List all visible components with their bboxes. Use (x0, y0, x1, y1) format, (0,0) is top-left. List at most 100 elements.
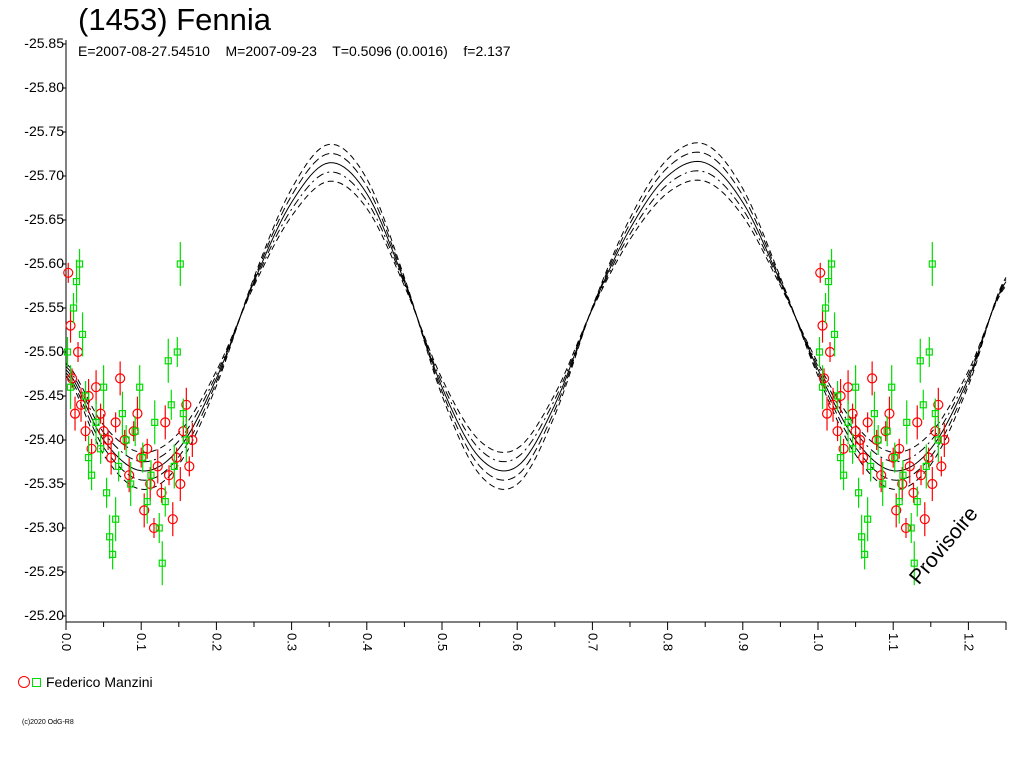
data-point-square (96, 445, 105, 453)
data-point-square (815, 348, 824, 356)
data-point-circle (83, 390, 94, 402)
data-point-circle (103, 434, 114, 446)
data-point-circle (124, 470, 135, 481)
data-point-circle (65, 320, 76, 331)
data-point-circle (156, 487, 167, 498)
data-point-square (931, 410, 939, 418)
data-point-square (848, 445, 857, 453)
data-point-square (66, 383, 75, 391)
data-point-square (103, 489, 111, 497)
data-point-square (922, 462, 930, 470)
data-point-circle (923, 452, 934, 463)
copyright-notice: (c)2020 OdG-R8 (22, 719, 74, 726)
model-curve-upper-2 (65, 142, 1007, 490)
data-point-square (821, 304, 830, 312)
data-point-square (143, 498, 151, 506)
data-point-square (81, 392, 90, 400)
data-point-circle (818, 373, 830, 384)
data-point-square (934, 436, 942, 444)
x-tick-label: 0.6 (510, 633, 525, 651)
data-point-square (861, 550, 869, 559)
data-point-square (844, 418, 852, 426)
data-point-circle (139, 505, 150, 516)
data-point-square (92, 418, 100, 426)
data-point-circle (815, 267, 826, 278)
data-point-circle (184, 461, 195, 472)
data-point-circle (152, 461, 163, 472)
data-point-square (827, 260, 836, 268)
model-curve-lower-2 (65, 179, 1007, 453)
data-point-square (879, 480, 887, 488)
data-point-square (118, 410, 127, 418)
data-point-circle (832, 426, 843, 437)
y-tick-label: -25.35 (24, 475, 64, 491)
data-point-square (63, 348, 72, 356)
data-point-square (925, 348, 933, 356)
data-point-square (127, 480, 135, 488)
x-tick-label: 0.2 (209, 633, 224, 651)
legend-circle-marker (18, 676, 30, 688)
x-tick-label: 0.3 (285, 633, 300, 651)
y-tick-label: -25.75 (24, 123, 64, 139)
data-point-square (910, 559, 918, 567)
data-point-circle (858, 452, 869, 463)
y-tick-label: -25.50 (24, 343, 64, 359)
data-point-circle (187, 434, 198, 446)
x-tick-label: 0.9 (736, 633, 751, 651)
data-point-square (874, 436, 882, 444)
data-point-square (833, 392, 842, 400)
data-point-square (72, 278, 81, 286)
data-point-square (84, 454, 93, 462)
data-point-square (870, 410, 879, 418)
data-point-circle (145, 478, 156, 490)
data-point-circle (63, 267, 74, 278)
model-curves (65, 142, 1007, 490)
data-point-square (855, 489, 863, 497)
data-point-circle (904, 461, 915, 472)
model-curve-fit (65, 160, 1007, 472)
data-point-circle (821, 408, 833, 419)
x-tick-label: 1.0 (811, 633, 826, 651)
data-point-circle (927, 478, 938, 490)
data-point-square (836, 454, 845, 462)
data-point-circle (897, 478, 908, 490)
data-point-circle (66, 373, 78, 384)
data-point-circle (171, 452, 182, 463)
x-tick-label: 0.1 (134, 633, 149, 651)
data-point-square (69, 304, 78, 312)
data-point-circle (160, 417, 171, 428)
data-point-square (818, 383, 827, 391)
y-tick-label: -25.70 (24, 167, 64, 183)
data-point-square (155, 524, 163, 532)
x-tick-label: 1.1 (886, 633, 901, 651)
data-point-circle (876, 470, 887, 481)
data-point-square (112, 515, 120, 523)
x-tick-label: 0.5 (435, 633, 450, 651)
x-tick-label: 0.8 (661, 633, 676, 651)
data-point-circle (862, 417, 873, 428)
data-point-square (87, 471, 96, 479)
data-point-circle (110, 417, 121, 428)
chart-title: (1453) Fennia (78, 2, 272, 37)
chart-axes: -25.85 -25.80 -25.75 -25.70 -25.65 -25.60 -25.… (24, 35, 1007, 651)
data-point-square (106, 533, 114, 541)
data-point-circle (175, 478, 186, 490)
data-point-square (824, 278, 833, 286)
data-point-square (916, 357, 924, 365)
data-point-square (839, 471, 848, 479)
legend-square-marker (32, 677, 41, 687)
data-point-square (115, 462, 123, 470)
data-point-circle (69, 408, 81, 419)
data-point-square (164, 357, 172, 365)
data-point-circle (855, 434, 866, 446)
data-point-square (167, 401, 175, 409)
data-point-circle (933, 399, 944, 410)
model-curve-upper-1 (65, 151, 1007, 481)
data-point-circle (912, 417, 923, 428)
data-point-circle (106, 452, 117, 463)
data-point-square (891, 454, 899, 462)
data-point-square (170, 462, 178, 470)
data-point-circle (919, 514, 930, 525)
data-point-square (903, 418, 911, 426)
data-point-circle (884, 408, 895, 419)
